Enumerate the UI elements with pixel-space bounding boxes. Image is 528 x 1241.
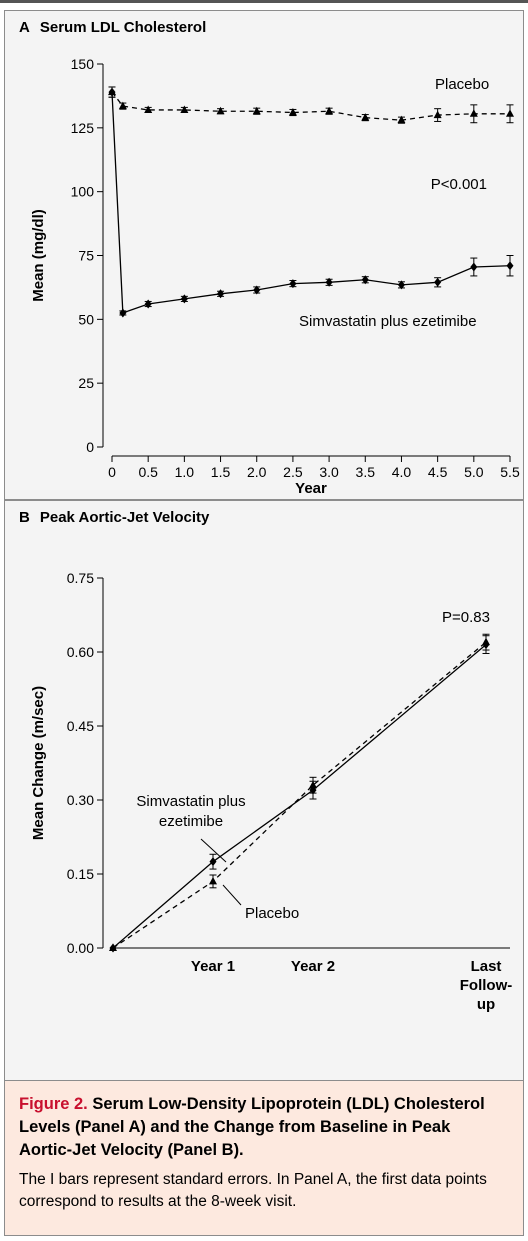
- panel-a-data-point: [253, 285, 261, 295]
- panel-a-data-point: [119, 308, 127, 318]
- panel-b-y-tick-label: 0.15: [67, 866, 94, 882]
- panel-a-y-tick-label: 150: [71, 56, 95, 72]
- panel-a: A Serum LDL Cholesterol 0 25 50 75 100 125 150 0…: [4, 10, 524, 500]
- panel-a-data-point: [217, 289, 225, 299]
- panel-a-x-tick-label: 1.5: [211, 464, 231, 480]
- panel-a-data-point: [325, 106, 334, 115]
- panel-a-data-point: [118, 101, 127, 110]
- panel-b-x-category-label: Last: [471, 958, 502, 975]
- panel-a-x-tick-label: 4.0: [392, 464, 412, 480]
- panel-a-data-point: [361, 113, 370, 121]
- panel-a-data-point: [361, 275, 369, 285]
- panel-a-legend-placebo: Placebo: [435, 76, 489, 93]
- figure-number: Figure 2.: [19, 1095, 88, 1113]
- panel-a-y-tick-label: 75: [78, 248, 94, 264]
- panel-a-series-line: [111, 91, 510, 121]
- figure-caption: Figure 2. Serum Low-Density Lipoprotein …: [4, 1081, 524, 1236]
- panel-b-x-category-label: Year 1: [191, 958, 235, 975]
- panel-a-y-tick-label: 25: [78, 375, 94, 391]
- panel-a-plot: 0 25 50 75 100 125 150 0 0.5 1.0 1.5 2.0 2.5 3.0 3.5 4.…: [30, 56, 520, 497]
- panel-a-data-point: [144, 105, 153, 113]
- panel-b-y-tick-label: 0.45: [67, 718, 94, 734]
- panel-b-label-simvastatin: Simvastatin plus: [136, 793, 245, 810]
- panel-b-y-tick-label: 0.60: [67, 644, 94, 660]
- panel-a-x-axis-label: Year: [295, 480, 327, 497]
- panel-b-title: B Peak Aortic-Jet Velocity: [19, 509, 209, 526]
- caption-title: Figure 2. Serum Low-Density Lipoprotein …: [19, 1093, 489, 1162]
- panel-a-title-text: Serum LDL Cholesterol: [39, 19, 207, 36]
- panel-b-y-axis-label: Mean Change (m/sec): [30, 686, 47, 840]
- panel-a-data-point: [144, 299, 152, 309]
- panel-a-data-point: [506, 109, 514, 117]
- panel-b-data-point: [482, 637, 490, 646]
- panel-b-data-point: [209, 876, 217, 885]
- panel-a-data-point: [180, 105, 189, 113]
- top-rule: [0, 0, 528, 3]
- panel-b-x-category-label: Follow-: [460, 977, 513, 994]
- panel-a-x-tick-label: 0: [108, 464, 116, 480]
- panel-b-label-placebo: Placebo: [245, 905, 299, 922]
- caption-title-text: Serum Low-Density Lipoprotein (LDL) Chol…: [19, 1095, 485, 1159]
- panel-a-x-tick-label: 3.0: [319, 464, 339, 480]
- panel-b-series-line: [112, 644, 487, 949]
- panel-a-y-tick-label: 50: [78, 311, 94, 327]
- panel-a-legend-simvastatin: Simvastatin plus ezetimibe: [299, 313, 477, 330]
- panel-b-letter: B: [19, 509, 30, 526]
- panel-b-data-point: [209, 857, 217, 867]
- panel-a-x-tick-label: 5.0: [464, 464, 484, 480]
- panel-b-p-value: P=0.83: [442, 609, 490, 626]
- panel-b-x-category-label: up: [477, 996, 495, 1013]
- panel-a-y-axis-label: Mean (mg/dl): [30, 209, 47, 302]
- panel-b-leader-simvastatin: [200, 838, 227, 863]
- panel-b-y-tick-label: 0.30: [67, 792, 94, 808]
- panel-b: B Peak Aortic-Jet Velocity 0.00 0.15 0.30 0.…: [4, 500, 524, 1081]
- panel-a-data-point: [216, 106, 225, 115]
- panel-a-title: A Serum LDL Cholesterol: [19, 19, 206, 36]
- panel-a-y-tick-label: 125: [71, 120, 95, 136]
- panel-a-data-point: [252, 106, 261, 115]
- panel-b-series-placebo: [109, 633, 490, 951]
- panel-b-label-simvastatin: ezetimibe: [159, 813, 223, 830]
- panel-a-series-simvastatin: [108, 86, 514, 318]
- panel-b-data-point: [109, 943, 117, 951]
- panel-a-p-value: P<0.001: [431, 176, 487, 193]
- panel-a-data-point: [433, 110, 442, 119]
- panel-a-y-tick-label: 0: [86, 439, 94, 455]
- panel-b-leader-placebo: [222, 884, 242, 906]
- panel-a-x-tick-label: 1.0: [175, 464, 195, 480]
- panel-a-x-tick-label: 3.5: [356, 464, 376, 480]
- panel-b-y-tick-label: 0.00: [67, 940, 94, 956]
- panel-a-data-point: [397, 280, 405, 290]
- panel-b-data-point: [309, 780, 317, 789]
- panel-a-data-point: [434, 277, 442, 287]
- panel-b-title-text: Peak Aortic-Jet Velocity: [39, 509, 210, 526]
- panel-b-plot: 0.00 0.15 0.30 0.45 0.60 0.75 Year 1 Year 2 Last…: [30, 570, 513, 1013]
- panel-b-series-line: [112, 641, 487, 949]
- panel-a-data-point: [325, 277, 333, 287]
- panel-b-x-category-label: Year 2: [291, 958, 335, 975]
- panel-a-data-point: [469, 109, 478, 117]
- panel-a-data-point: [289, 279, 297, 289]
- panel-a-x-tick-label: 2.5: [283, 464, 303, 480]
- panel-a-y-tick-label: 100: [71, 184, 95, 200]
- panel-a-letter: A: [19, 19, 30, 36]
- panel-a-data-point: [180, 294, 188, 304]
- panel-a-data-point: [108, 87, 116, 97]
- panel-a-data-point: [288, 108, 297, 116]
- caption-body: The I bars represent standard errors. In…: [19, 1171, 487, 1210]
- panel-a-data-point: [470, 262, 478, 272]
- panel-a-x-tick-label: 4.5: [428, 464, 448, 480]
- panel-a-data-point: [397, 115, 406, 124]
- panel-a-x-tick-label: 0.5: [138, 464, 158, 480]
- panel-b-y-tick-label: 0.75: [67, 570, 94, 586]
- panel-a-x-tick-label: 5.5: [500, 464, 520, 480]
- panel-a-data-point: [506, 261, 514, 271]
- panel-a-x-tick-label: 2.0: [247, 464, 267, 480]
- panel-a-series-line: [111, 92, 511, 314]
